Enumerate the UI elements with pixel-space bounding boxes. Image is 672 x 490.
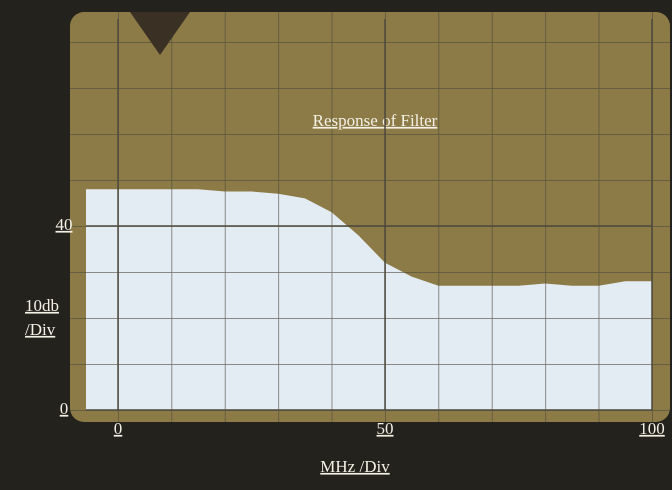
- chart-title: Response of Filter: [313, 111, 438, 130]
- y-tick-label: 0: [60, 399, 69, 418]
- x-tick-label: 50: [377, 419, 394, 438]
- y-axis-label: 10db: [25, 296, 59, 315]
- x-axis-label: MHz /Div: [320, 457, 390, 476]
- marker: [130, 12, 190, 55]
- x-tick-label: 0: [114, 419, 123, 438]
- x-tick-label: 100: [639, 419, 665, 438]
- screen-grid: [70, 12, 670, 422]
- y-tick-label: 40: [56, 215, 73, 234]
- y-axis-label: /Div: [25, 320, 56, 339]
